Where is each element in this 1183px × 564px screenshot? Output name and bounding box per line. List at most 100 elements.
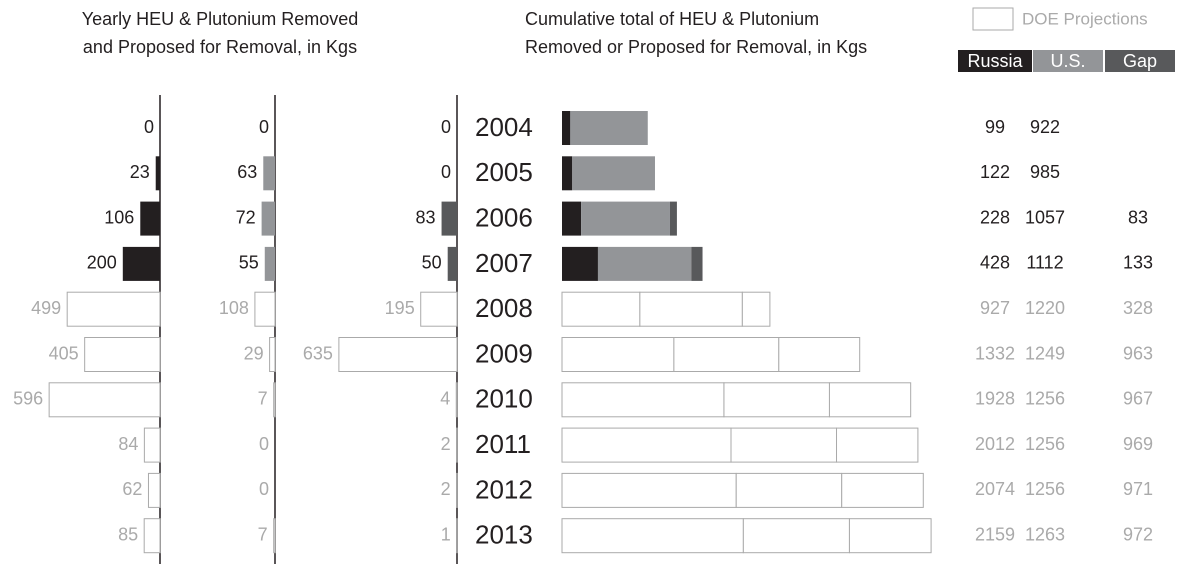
yearly-value-label: 85 <box>118 524 138 544</box>
yearly-value-label: 0 <box>441 117 451 137</box>
yearly-bar <box>261 201 275 236</box>
cumulative-value-label: 1057 <box>1025 207 1065 227</box>
cumulative-bar <box>836 427 919 463</box>
cumulative-value-label: 971 <box>1123 479 1153 499</box>
yearly-value-label: 84 <box>118 434 138 454</box>
legend-projection-box <box>972 7 1014 31</box>
year-label: 2010 <box>475 384 533 414</box>
yearly-value-label: 0 <box>259 479 269 499</box>
cumulative-title: Cumulative total of HEU & Plutonium <box>525 9 819 29</box>
legend-label: U.S. <box>1050 51 1085 71</box>
cumulative-bar <box>562 201 582 236</box>
cumulative-bar <box>597 246 692 281</box>
cumulative-value-label: 972 <box>1123 524 1153 544</box>
cumulative-bar <box>741 291 771 327</box>
legend-label: Gap <box>1123 51 1157 71</box>
cumulative-value-label: 2159 <box>975 524 1015 544</box>
cumulative-bar <box>562 111 571 145</box>
cumulative-value-label: 83 <box>1128 207 1148 227</box>
cumulative-value-label: 969 <box>1123 434 1153 454</box>
yearly-title: Yearly HEU & Plutonium Removed <box>82 9 358 29</box>
year-label: 2013 <box>475 520 533 550</box>
yearly-bar <box>455 382 458 418</box>
yearly-bar <box>254 291 276 327</box>
yearly-bar <box>48 382 161 418</box>
cumulative-value-label: 1263 <box>1025 524 1065 544</box>
cumulative-bar <box>669 201 677 236</box>
yearly-value-label: 0 <box>259 117 269 137</box>
legend-swatch <box>1033 50 1103 72</box>
yearly-bar <box>447 246 457 281</box>
cumulative-value-label: 133 <box>1123 253 1153 273</box>
year-label: 2007 <box>475 248 533 278</box>
legend-projection-label: DOE Projections <box>1022 9 1148 28</box>
cumulative-bar <box>742 518 850 554</box>
year-label: 2006 <box>475 202 533 232</box>
yearly-value-label: 635 <box>303 343 333 363</box>
cumulative-value-label: 2012 <box>975 434 1015 454</box>
legend-label: Russia <box>967 51 1023 71</box>
cumulative-value-label: 967 <box>1123 389 1153 409</box>
yearly-value-label: 200 <box>87 253 117 273</box>
cumulative-bar <box>673 337 780 372</box>
cumulative-value-label: 1256 <box>1025 434 1065 454</box>
cumulative-value-label: 985 <box>1030 162 1060 182</box>
yearly-value-label: 23 <box>130 162 150 182</box>
yearly-bar <box>263 156 275 191</box>
cumulative-value-label: 328 <box>1123 298 1153 318</box>
cumulative-bar <box>581 201 670 236</box>
yearly-bar <box>420 291 458 327</box>
yearly-value-label: 0 <box>144 117 154 137</box>
yearly-value-label: 72 <box>236 207 256 227</box>
cumulative-value-label: 228 <box>980 207 1010 227</box>
cumulative-value-label: 2074 <box>975 479 1015 499</box>
yearly-value-label: 405 <box>49 343 79 363</box>
year-label: 2004 <box>475 112 533 142</box>
cumulative-bar <box>562 246 598 281</box>
cumulative-value-label: 122 <box>980 162 1010 182</box>
yearly-value-label: 7 <box>258 389 268 409</box>
yearly-bar <box>147 472 161 508</box>
cumulative-bar <box>828 382 912 418</box>
cumulative-value-label: 1112 <box>1026 253 1063 273</box>
yearly-bar <box>269 337 276 372</box>
cumulative-bar <box>561 337 675 372</box>
cumulative-value-label: 927 <box>980 298 1010 318</box>
year-label: 2005 <box>475 157 533 187</box>
yearly-title: and Proposed for Removal, in Kgs <box>83 37 357 57</box>
cumulative-bar <box>561 472 737 508</box>
yearly-value-label: 62 <box>122 479 142 499</box>
cumulative-bar <box>730 427 838 463</box>
cumulative-bar <box>561 382 725 418</box>
cumulative-value-label: 1249 <box>1025 343 1065 363</box>
cumulative-bar <box>572 156 655 191</box>
cumulative-bar <box>561 291 641 327</box>
cumulative-value-label: 428 <box>980 253 1010 273</box>
cumulative-value-label: 1256 <box>1025 389 1065 409</box>
yearly-value-label: 83 <box>416 207 436 227</box>
yearly-bar <box>143 427 161 463</box>
year-label: 2009 <box>475 338 533 368</box>
yearly-bar <box>143 518 161 554</box>
cumulative-title: Removed or Proposed for Removal, in Kgs <box>525 37 867 57</box>
legend-swatch <box>958 50 1032 72</box>
yearly-value-label: 1 <box>441 524 451 544</box>
yearly-bar <box>140 201 160 236</box>
yearly-value-label: 55 <box>239 253 259 273</box>
cumulative-bar <box>848 518 932 554</box>
yearly-bar <box>273 518 276 554</box>
yearly-value-label: 4 <box>440 389 450 409</box>
cumulative-bar <box>561 427 732 463</box>
yearly-bar <box>338 337 458 372</box>
cumulative-value-label: 922 <box>1030 117 1060 137</box>
yearly-value-label: 29 <box>244 343 264 363</box>
cumulative-bar <box>691 246 703 281</box>
yearly-value-label: 108 <box>219 298 249 318</box>
yearly-value-label: 2 <box>441 479 451 499</box>
cumulative-value-label: 1332 <box>975 343 1015 363</box>
yearly-value-label: 195 <box>385 298 415 318</box>
yearly-bar <box>441 201 457 236</box>
cumulative-bar <box>778 337 861 372</box>
cumulative-bar <box>735 472 843 508</box>
yearly-bar <box>66 291 161 327</box>
